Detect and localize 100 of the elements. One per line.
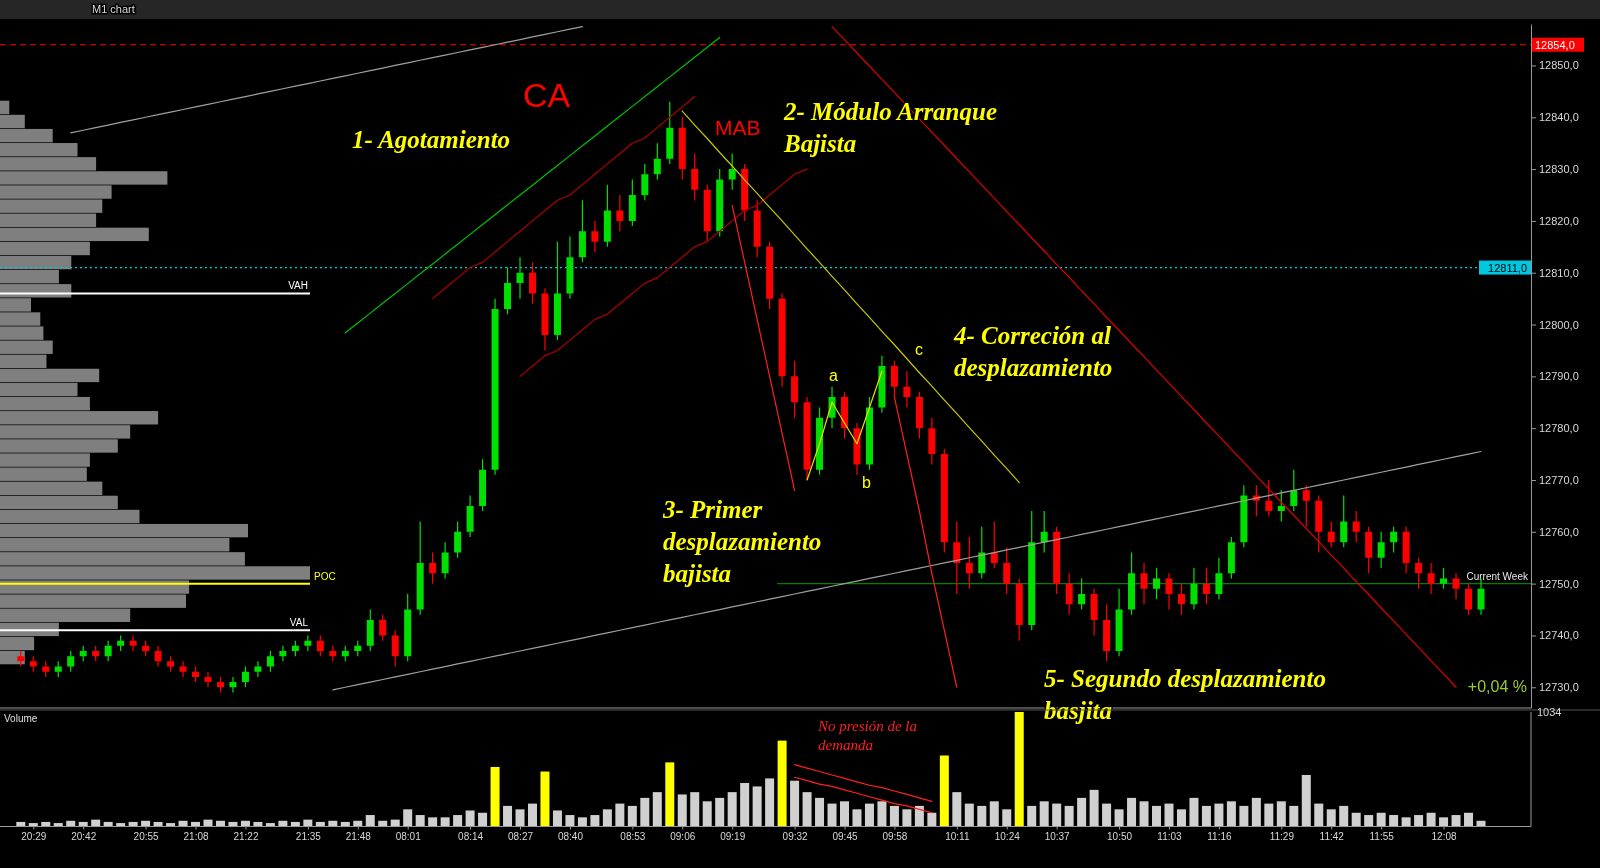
candlestick bbox=[541, 288, 549, 351]
bar bbox=[1064, 805, 1074, 827]
candlestick bbox=[229, 676, 237, 693]
bar bbox=[640, 797, 650, 827]
bar bbox=[527, 803, 537, 827]
text: M1 chart bbox=[92, 3, 135, 15]
bar bbox=[1089, 789, 1099, 827]
bar bbox=[565, 815, 575, 827]
x-tick-label: 21:48 bbox=[345, 830, 372, 842]
candlestick bbox=[1140, 562, 1148, 605]
bar bbox=[752, 786, 762, 827]
bar bbox=[1164, 803, 1174, 827]
candlestick bbox=[1215, 557, 1223, 600]
bar bbox=[1414, 815, 1424, 827]
bar bbox=[1389, 815, 1399, 827]
bar bbox=[1127, 797, 1137, 827]
bar bbox=[1201, 805, 1211, 827]
bar bbox=[964, 803, 974, 827]
x-tick-label: 20:55 bbox=[133, 830, 160, 842]
candlestick bbox=[903, 371, 911, 408]
bar bbox=[852, 809, 862, 827]
ref-line-label: VAL bbox=[289, 617, 309, 629]
bar bbox=[914, 805, 924, 827]
x-tick-label: 11:03 bbox=[1157, 830, 1183, 842]
candlestick bbox=[154, 645, 162, 667]
bar bbox=[552, 810, 562, 827]
bar bbox=[440, 817, 450, 827]
candlestick bbox=[1477, 578, 1485, 615]
ref-line-label: POC bbox=[314, 570, 336, 582]
bar bbox=[952, 792, 962, 827]
bar bbox=[1464, 812, 1474, 827]
bar bbox=[1176, 809, 1186, 827]
bar bbox=[1077, 797, 1087, 827]
bar bbox=[989, 801, 999, 827]
x-tick-label: 11:29 bbox=[1269, 830, 1295, 842]
bar bbox=[1301, 774, 1311, 827]
bar bbox=[877, 801, 887, 827]
x-tick-label: 21:35 bbox=[295, 830, 322, 842]
x-tick-label: 08:14 bbox=[458, 830, 484, 842]
bar bbox=[939, 755, 949, 827]
x-tick-label: 09:58 bbox=[882, 830, 908, 842]
bar bbox=[1014, 712, 1024, 827]
bar bbox=[777, 740, 787, 827]
y-tick-label: 12810,0 bbox=[1539, 266, 1579, 279]
x-tick-label: 10:37 bbox=[1044, 830, 1071, 842]
bar bbox=[1426, 812, 1436, 827]
candlestick bbox=[29, 656, 37, 672]
candlestick bbox=[204, 671, 212, 688]
x-tick-label: 10:50 bbox=[1107, 830, 1133, 842]
ref-line-label: 12854,0 bbox=[1535, 38, 1575, 51]
bar bbox=[1239, 805, 1249, 827]
line-series bbox=[731, 204, 796, 491]
bar bbox=[490, 766, 500, 827]
x-tick-label: 21:22 bbox=[233, 830, 259, 842]
bar bbox=[1189, 797, 1199, 827]
bar bbox=[1439, 817, 1449, 827]
bar bbox=[1264, 803, 1274, 827]
x-tick-label: 11:42 bbox=[1319, 830, 1345, 842]
bar bbox=[1401, 817, 1411, 827]
bar bbox=[1226, 801, 1236, 827]
y-tick-label: 12830,0 bbox=[1539, 163, 1579, 176]
bar bbox=[765, 778, 775, 827]
candlestick bbox=[1452, 573, 1460, 600]
bar bbox=[1039, 801, 1049, 827]
bar bbox=[864, 803, 874, 827]
bar bbox=[815, 797, 825, 827]
bar bbox=[702, 801, 712, 827]
bar bbox=[515, 809, 525, 827]
x-tick-label: 09:32 bbox=[782, 830, 809, 842]
annotation: b bbox=[862, 474, 871, 491]
bar bbox=[1451, 815, 1461, 827]
bar bbox=[927, 812, 937, 827]
line-series bbox=[893, 396, 958, 688]
candlestick bbox=[1115, 588, 1123, 657]
bar bbox=[1052, 803, 1062, 827]
bar bbox=[577, 817, 587, 827]
bar bbox=[652, 792, 662, 827]
bar bbox=[627, 805, 637, 827]
x-tick-label: 09:06 bbox=[670, 830, 696, 842]
bar bbox=[889, 805, 899, 827]
bar bbox=[690, 792, 700, 827]
candlestick bbox=[179, 661, 187, 677]
candlestick bbox=[254, 661, 262, 677]
bar bbox=[602, 809, 612, 827]
x-tick-label: 09:45 bbox=[832, 830, 858, 842]
bar bbox=[902, 809, 912, 827]
x-tick-label: 08:27 bbox=[508, 830, 534, 842]
x-tick-label: 21:08 bbox=[183, 830, 209, 842]
bar bbox=[1339, 805, 1349, 827]
y-tick-label: 12850,0 bbox=[1539, 59, 1579, 72]
ref-line-label: Current Week bbox=[1466, 570, 1529, 582]
annotation: a bbox=[829, 367, 838, 384]
candlestick bbox=[566, 236, 574, 299]
bar bbox=[1102, 803, 1112, 827]
y-tick-label: 12790,0 bbox=[1539, 370, 1579, 383]
candlestick bbox=[1165, 573, 1173, 610]
ref-line-label: VAH bbox=[288, 280, 308, 292]
bar bbox=[1139, 801, 1149, 827]
bar bbox=[465, 810, 475, 827]
bar bbox=[740, 782, 750, 827]
